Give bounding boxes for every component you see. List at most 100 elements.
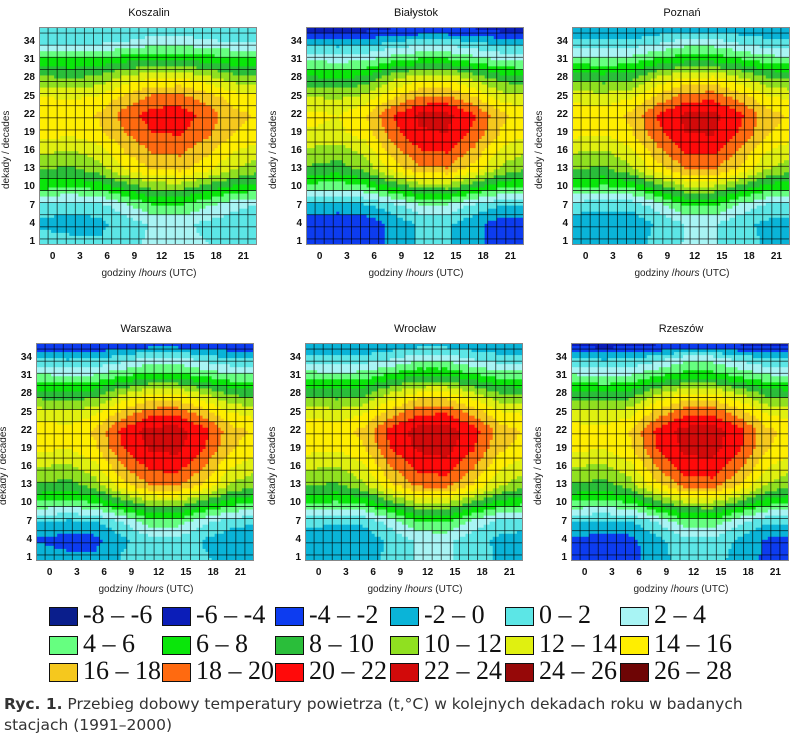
contour-cell (184, 145, 188, 149)
contour-cell (66, 123, 70, 128)
contour-cell (132, 39, 137, 43)
contour-cell (75, 81, 79, 85)
contour-cell (178, 99, 182, 104)
contour-cell (132, 78, 137, 82)
contour-cell (187, 205, 191, 210)
contour-cell (108, 169, 113, 173)
contour-cell (114, 199, 119, 204)
contour-cell (111, 163, 116, 167)
contour-cell (48, 229, 52, 234)
contour-cell (126, 111, 131, 116)
contour-cell (138, 211, 143, 216)
contour-cell (39, 114, 43, 119)
contour-cell (51, 232, 55, 237)
contour-cell (123, 148, 128, 152)
contour-cell (202, 75, 206, 79)
contour-cell (63, 148, 67, 152)
contour-cell (51, 81, 55, 85)
contour-cell (108, 226, 113, 231)
contour-cell (135, 51, 140, 55)
contour-cell (63, 145, 67, 149)
contour-cell (187, 102, 191, 107)
contour-cell (178, 63, 182, 67)
contour-cell (102, 51, 107, 55)
contour-cell (45, 27, 49, 31)
contour-cell (193, 166, 197, 170)
contour-cell (247, 60, 252, 64)
contour-cell (66, 184, 70, 188)
contour-cell (81, 202, 85, 207)
contour-cell (166, 33, 170, 37)
contour-cell (102, 57, 107, 61)
contour-cell (178, 60, 182, 64)
contour-cell (66, 223, 70, 228)
contour-cell (75, 139, 79, 143)
contour-cell (141, 108, 146, 113)
contour-cell (160, 151, 164, 155)
contour-cell (187, 108, 191, 113)
contour-cell (39, 154, 43, 158)
contour-cell (169, 169, 173, 173)
contour-cell (202, 123, 206, 128)
contour-cell (129, 178, 134, 182)
contour-cell (196, 84, 200, 88)
contour-cell (184, 178, 188, 182)
contour-cell (39, 27, 43, 31)
contour-cell (57, 202, 61, 207)
contour-cell (102, 78, 107, 82)
contour-cell (93, 111, 97, 116)
contour-cell (126, 163, 131, 167)
contour-cell (211, 126, 216, 131)
contour-cell (250, 151, 255, 155)
contour-cell (114, 202, 119, 207)
contour-cell (96, 211, 100, 216)
contour-cell (214, 142, 219, 146)
contour-cell (105, 163, 110, 167)
contour-cell (226, 63, 231, 67)
contour-cell (172, 75, 176, 79)
contour-cell (120, 178, 125, 182)
contour-cell (202, 205, 206, 210)
contour-cell (205, 205, 209, 210)
contour-cell (157, 169, 161, 173)
contour-cell (99, 108, 103, 113)
contour-cell (93, 96, 97, 101)
contour-cell (117, 220, 122, 225)
contour-cell (202, 36, 206, 40)
contour-cell (114, 27, 119, 31)
contour-cell (144, 172, 149, 176)
contour-cell (45, 57, 49, 61)
contour-cell (66, 136, 70, 140)
contour-cell (99, 166, 103, 170)
contour-cell (114, 78, 119, 82)
contour-cell (60, 72, 64, 76)
contour-cell (75, 132, 79, 137)
contour-cell (217, 42, 222, 46)
contour-cell (199, 27, 203, 31)
contour-cell (144, 42, 149, 46)
contour-cell (157, 105, 161, 110)
contour-cell (114, 57, 119, 61)
contour-cell (48, 108, 52, 113)
contour-cell (57, 193, 61, 197)
contour-cell (235, 148, 240, 152)
contour-cell (84, 93, 88, 98)
contour-cell (60, 84, 64, 88)
contour-cell (60, 45, 64, 49)
contour-cell (45, 145, 49, 149)
contour-cell (232, 226, 237, 231)
contour-cell (39, 220, 43, 225)
contour-cell (190, 27, 194, 31)
contour-cell (129, 99, 134, 104)
contour-cell (132, 84, 137, 88)
contour-cell (163, 99, 167, 104)
contour-cell (214, 169, 219, 173)
contour-cell (48, 142, 52, 146)
contour-cell (42, 172, 46, 176)
contour-cell (72, 54, 76, 58)
contour-cell (169, 142, 173, 146)
contour-cell (135, 36, 140, 40)
contour-cell (199, 75, 203, 79)
contour-cell (120, 169, 125, 173)
contour-cell (105, 72, 110, 76)
